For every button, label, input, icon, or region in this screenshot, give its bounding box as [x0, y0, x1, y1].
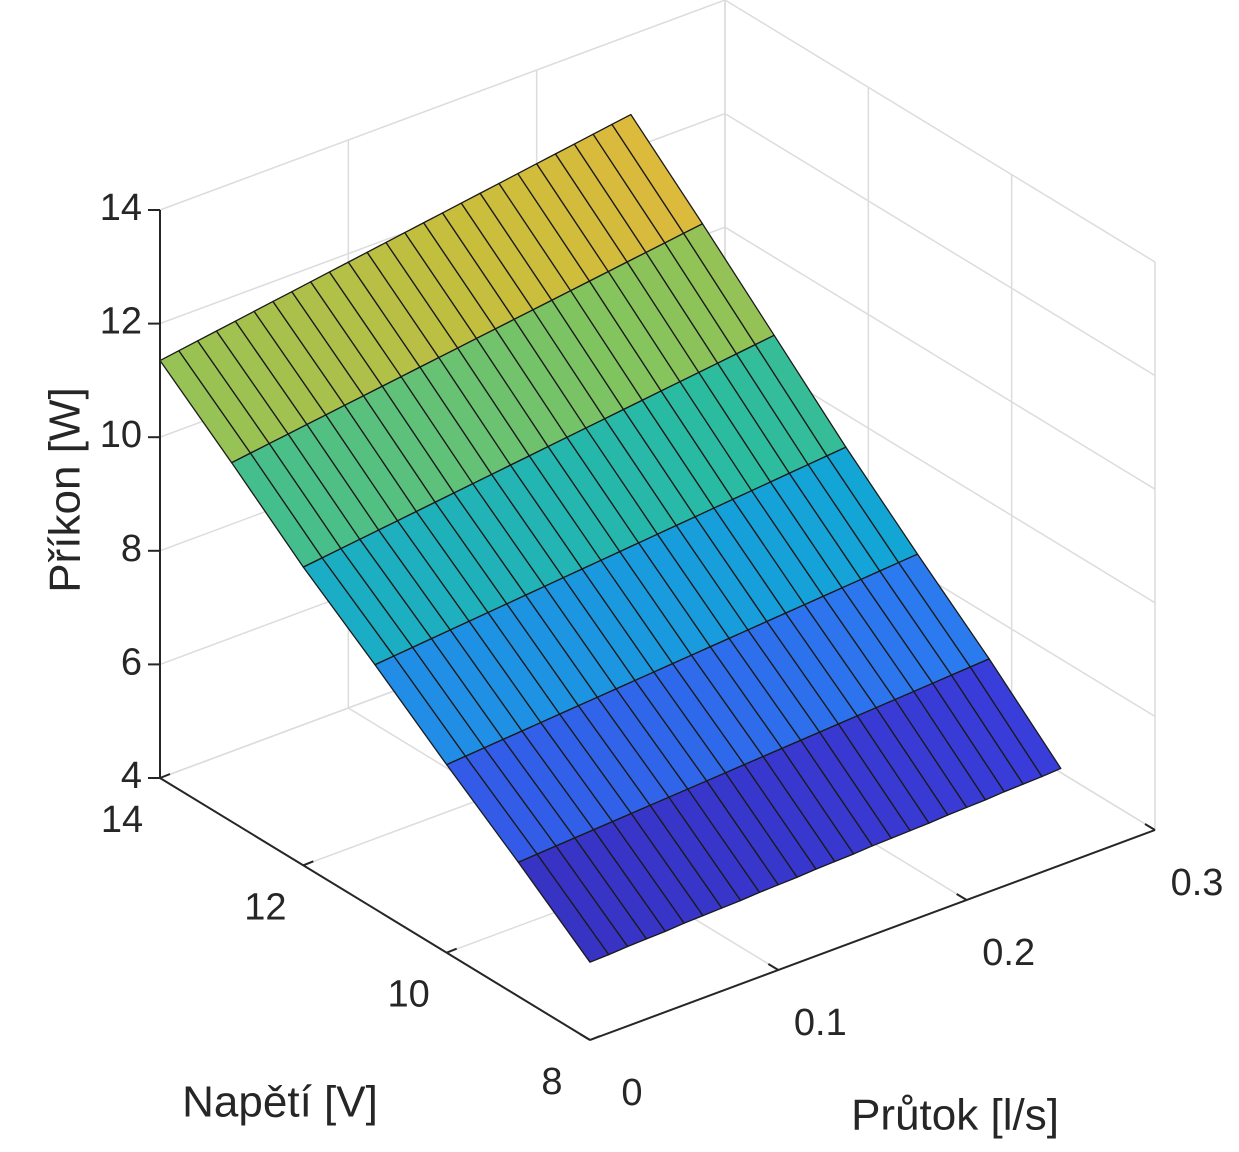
surface [159, 113, 1062, 963]
y-tick [302, 860, 314, 867]
y-tick-label: 12 [244, 886, 286, 928]
y-tick [159, 773, 171, 779]
z-tick-label: 14 [100, 187, 142, 229]
z-tick-label: 10 [100, 414, 142, 456]
axes: 4 6 8 10 12 14 8 10 12 14 0 0.1 0.2 0.3 [100, 187, 1224, 1114]
grid-line [724, 0, 1156, 263]
y-tick-label: 14 [101, 799, 143, 841]
grid-line [724, 112, 1156, 377]
x-tick [579, 1033, 591, 1041]
x-tick-label: 0.2 [982, 932, 1035, 974]
x-tick-label: 0 [621, 1072, 642, 1114]
z-tick-label: 12 [100, 301, 142, 343]
x-tick [956, 893, 968, 901]
y-axis-label: Napětí [V] [182, 1078, 378, 1127]
z-tick-label: 6 [121, 641, 142, 683]
x-tick [1144, 823, 1156, 831]
y-tick [446, 947, 458, 954]
grid-line [159, 0, 726, 211]
z-axis-label: Příkon [W] [41, 387, 90, 592]
surface-facet [969, 658, 1062, 778]
x-axis [589, 829, 1156, 1041]
x-tick [767, 963, 779, 971]
x-tick-label: 0.1 [794, 1002, 847, 1044]
y-tick-label: 8 [541, 1061, 562, 1103]
y-tick [589, 1035, 601, 1041]
x-axis-label: Průtok [l/s] [851, 1091, 1059, 1140]
y-tick-label: 10 [388, 974, 430, 1016]
grid-line [724, 226, 1156, 490]
y-axis [159, 777, 591, 1041]
z-tick-label: 8 [121, 528, 142, 570]
z-tick-label: 4 [121, 755, 142, 797]
x-tick-label: 0.3 [1171, 862, 1224, 904]
